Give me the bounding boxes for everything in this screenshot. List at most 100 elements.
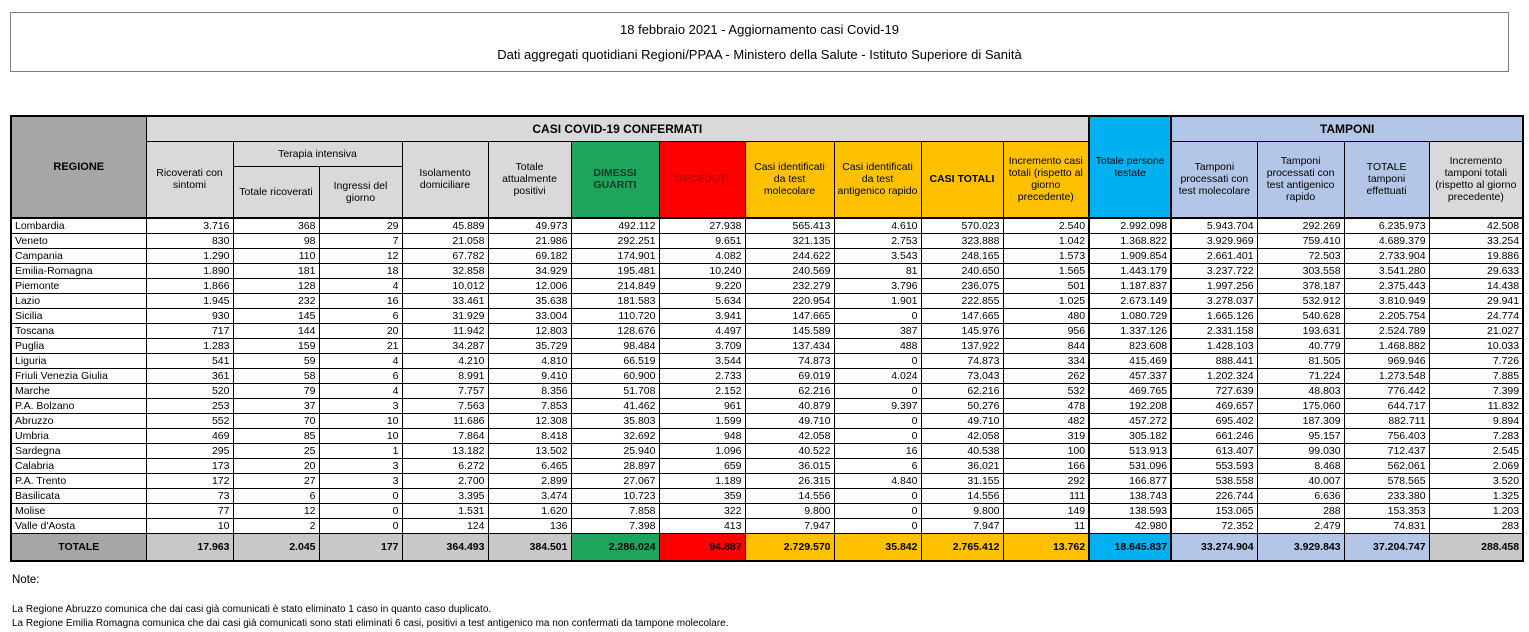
value-cell: 3.810.949 — [1343, 292, 1430, 309]
value-cell: 882.711 — [1343, 412, 1430, 429]
value-cell: 956 — [1002, 322, 1090, 339]
value-cell: 3.929.969 — [1170, 232, 1258, 249]
value-cell: 50.276 — [920, 397, 1004, 414]
value-cell: 1.468.882 — [1343, 337, 1430, 354]
value-cell: 42.980 — [1088, 517, 1173, 534]
value-cell: 7.283 — [1428, 427, 1524, 444]
value-cell: 7.398 — [570, 517, 660, 534]
value-cell: 59 — [232, 352, 320, 369]
totale-value-cell: 288.458 — [1428, 532, 1524, 562]
value-cell: 552 — [145, 412, 234, 429]
value-cell: 192.208 — [1088, 397, 1173, 414]
value-cell: 532.912 — [1256, 292, 1345, 309]
value-cell: 232.279 — [744, 277, 835, 294]
value-cell: 8.356 — [487, 382, 572, 399]
value-cell: 295 — [145, 442, 234, 459]
table-row: Puglia 1.283 159 21 34.287 35.729 98.484 3.709 1… — [10, 337, 1524, 354]
value-cell: 173 — [145, 457, 234, 474]
value-cell: 10.012 — [401, 277, 489, 294]
value-cell: 20 — [232, 457, 320, 474]
value-cell: 2.899 — [487, 472, 572, 489]
value-cell: 3.541.280 — [1343, 262, 1430, 279]
value-cell: 2.375.443 — [1343, 277, 1430, 294]
value-cell: 7 — [318, 232, 403, 249]
value-cell: 40.879 — [744, 397, 835, 414]
value-cell: 138.743 — [1088, 487, 1173, 504]
value-cell: 292 — [1002, 472, 1090, 489]
value-cell: 6 — [318, 367, 403, 384]
value-cell: 613.407 — [1170, 442, 1258, 459]
value-cell: 303.558 — [1256, 262, 1345, 279]
value-cell: 14.556 — [920, 487, 1004, 504]
value-cell: 469.657 — [1170, 397, 1258, 414]
value-cell: 36.015 — [744, 457, 835, 474]
value-cell: 4.497 — [658, 322, 746, 339]
header-casi-totali: CASI TOTALI — [920, 140, 1004, 219]
value-cell: 40.538 — [920, 442, 1004, 459]
value-cell: 36.021 — [920, 457, 1004, 474]
value-cell: 0 — [833, 427, 922, 444]
value-cell: 776.442 — [1343, 382, 1430, 399]
value-cell: 1.945 — [145, 292, 234, 309]
table-row: Piemonte 1.866 128 4 10.012 12.006 214.849 9.22… — [10, 277, 1524, 294]
notes: Note: La Regione Abruzzo comunica che da… — [12, 574, 728, 630]
value-cell: 323.888 — [920, 232, 1004, 249]
value-cell: 6.272 — [401, 457, 489, 474]
value-cell: 67.782 — [401, 247, 489, 264]
value-cell: 166 — [1002, 457, 1090, 474]
header-deceduti: DECEDUTI — [658, 140, 746, 219]
value-cell: 3.520 — [1428, 472, 1524, 489]
value-cell: 72.503 — [1256, 247, 1345, 264]
value-cell: 7.864 — [401, 427, 489, 444]
value-cell: 149 — [1002, 502, 1090, 519]
value-cell: 147.665 — [920, 307, 1004, 324]
value-cell: 1.890 — [145, 262, 234, 279]
value-cell: 531.096 — [1088, 457, 1173, 474]
value-cell: 2.992.098 — [1088, 217, 1173, 234]
value-cell: 1.273.548 — [1343, 367, 1430, 384]
value-cell: 145.976 — [920, 322, 1004, 339]
value-cell: 10.723 — [570, 487, 660, 504]
value-cell: 1.565 — [1002, 262, 1090, 279]
region-name: Campania — [10, 247, 147, 264]
covid-table: REGIONE CASI COVID-19 CONFERMATI Totale … — [10, 115, 1525, 562]
value-cell: 7.399 — [1428, 382, 1524, 399]
value-cell: 7.858 — [570, 502, 660, 519]
value-cell: 321.135 — [744, 232, 835, 249]
header-casi-molecolare: Casi identificati da test molecolare — [744, 140, 835, 219]
value-cell: 40.522 — [744, 442, 835, 459]
value-cell: 2.700 — [401, 472, 489, 489]
value-cell: 0 — [833, 502, 922, 519]
value-cell: 1.187.837 — [1088, 277, 1173, 294]
value-cell: 830 — [145, 232, 234, 249]
value-cell: 11 — [1002, 517, 1090, 534]
region-name: Piemonte — [10, 277, 147, 294]
value-cell: 40.007 — [1256, 472, 1345, 489]
value-cell: 262 — [1002, 367, 1090, 384]
value-cell: 415.469 — [1088, 352, 1173, 369]
value-cell: 9.800 — [744, 502, 835, 519]
value-cell: 7.885 — [1428, 367, 1524, 384]
value-cell: 35.803 — [570, 412, 660, 429]
value-cell: 578.565 — [1343, 472, 1430, 489]
value-cell: 33.461 — [401, 292, 489, 309]
value-cell: 3.278.037 — [1170, 292, 1258, 309]
value-cell: 2.733.904 — [1343, 247, 1430, 264]
value-cell: 478 — [1002, 397, 1090, 414]
value-cell: 74.873 — [744, 352, 835, 369]
value-cell: 11.942 — [401, 322, 489, 339]
value-cell: 492.112 — [570, 217, 660, 234]
value-cell: 457.272 — [1088, 412, 1173, 429]
value-cell: 3.474 — [487, 487, 572, 504]
region-name: Lazio — [10, 292, 147, 309]
value-cell: 226.744 — [1170, 487, 1258, 504]
table-row: Emilia-Romagna 1.890 181 18 32.858 34.929 195.… — [10, 262, 1524, 279]
value-cell: 1.189 — [658, 472, 746, 489]
value-cell: 13.182 — [401, 442, 489, 459]
value-cell: 21.058 — [401, 232, 489, 249]
value-cell: 16 — [833, 442, 922, 459]
value-cell: 33.254 — [1428, 232, 1524, 249]
value-cell: 1.997.256 — [1170, 277, 1258, 294]
value-cell: 11.686 — [401, 412, 489, 429]
value-cell: 71.224 — [1256, 367, 1345, 384]
